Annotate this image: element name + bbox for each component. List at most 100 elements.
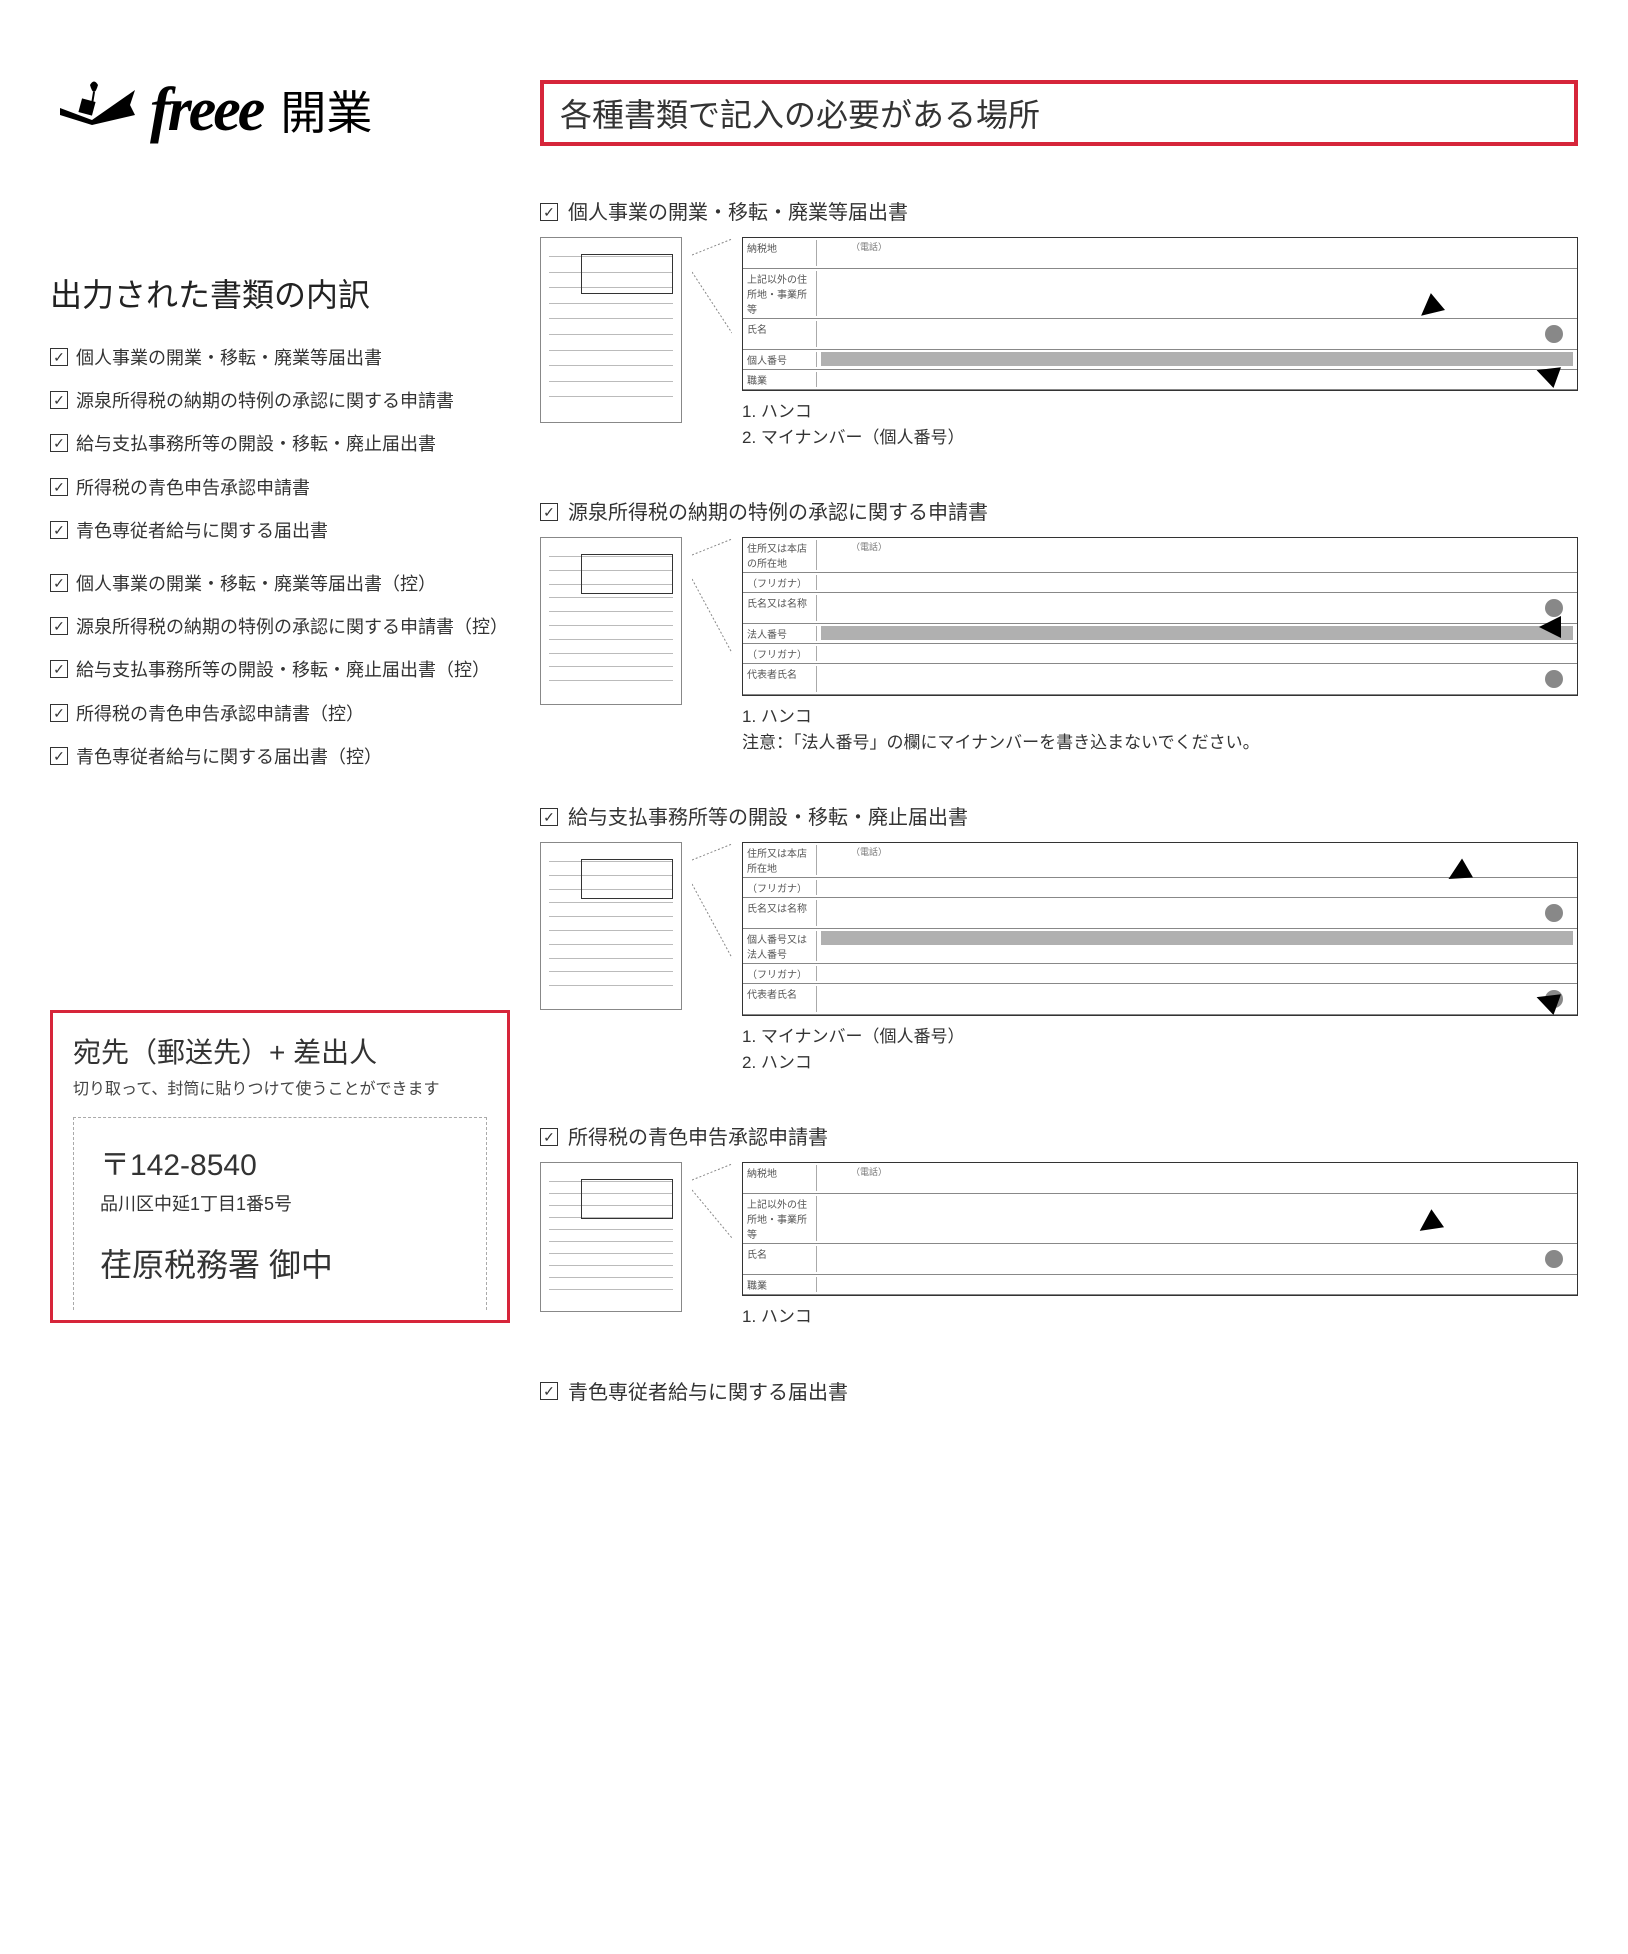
form-section: 源泉所得税の納期の特例の承認に関する申請書住所又は本店の所在地（電話）（フリガナ… [540, 496, 1578, 755]
address-line: 品川区中延1丁目1番5号 [100, 1190, 460, 1216]
document-item: 青色専従者給与に関する届出書 [50, 519, 510, 544]
form-thumbnail [540, 1162, 682, 1312]
document-copy-item: 青色専従者給与に関する届出書（控） [50, 745, 510, 770]
notes: 1. マイナンバー（個人番号）2. ハンコ [742, 1024, 1578, 1075]
note-line: 注意：「法人番号」の欄にマイナンバーを書き込まないでください。 [742, 730, 1578, 756]
checkbox-icon [50, 434, 68, 452]
document-label: 青色専従者給与に関する届出書（控） [76, 745, 382, 770]
note-line: 1. ハンコ [742, 1304, 1578, 1330]
connector-lines [692, 1162, 732, 1242]
checkbox-icon [50, 747, 68, 765]
detail-column: 納税地（電話）上記以外の住所地・事業所等氏名職業 1. ハンコ [742, 1162, 1578, 1330]
checkbox-icon [540, 503, 558, 521]
note-line: 1. ハンコ [742, 399, 1578, 425]
form-illustration: 納税地（電話）上記以外の住所地・事業所等氏名個人番号職業1. ハンコ2. マイナ… [540, 237, 1578, 450]
detail-row: 代表者氏名 [743, 664, 1577, 695]
detail-row: 氏名又は名称 [743, 898, 1577, 929]
form-section: 給与支払事務所等の開設・移転・廃止届出書住所又は本店所在地（電話）（フリガナ）氏… [540, 801, 1578, 1075]
connector-lines [692, 842, 732, 962]
checkbox-icon [50, 660, 68, 678]
checkbox-icon [540, 203, 558, 221]
document-list: 個人事業の開業・移転・廃業等届出書源泉所得税の納期の特例の承認に関する申請書給与… [50, 346, 510, 544]
address-block: 宛先（郵送先）+ 差出人 切り取って、封筒に貼りつけて使うことができます 〒14… [50, 1010, 510, 1323]
detail-row: 住所又は本店の所在地（電話） [743, 538, 1577, 573]
note-line: 2. ハンコ [742, 1050, 1578, 1076]
form-section: 個人事業の開業・移転・廃業等届出書納税地（電話）上記以外の住所地・事業所等氏名個… [540, 196, 1578, 450]
form-title: 給与支払事務所等の開設・移転・廃止届出書 [568, 801, 968, 830]
form-title-row: 給与支払事務所等の開設・移転・廃止届出書 [540, 801, 1578, 830]
form-illustration: 住所又は本店所在地（電話）（フリガナ）氏名又は名称個人番号又は法人番号（フリガナ… [540, 842, 1578, 1075]
document-copy-item: 給与支払事務所等の開設・移転・廃止届出書（控） [50, 658, 510, 683]
detail-row: 代表者氏名 [743, 984, 1577, 1015]
form-detail: 住所又は本店の所在地（電話）（フリガナ）氏名又は名称法人番号（フリガナ）代表者氏… [742, 537, 1578, 696]
form-section: 青色専従者給与に関する届出書 [540, 1376, 1578, 1405]
right-heading-box: 各種書類で記入の必要がある場所 [540, 80, 1578, 146]
document-label: 青色専従者給与に関する届出書 [76, 519, 328, 544]
document-label: 給与支払事務所等の開設・移転・廃止届出書 [76, 432, 436, 457]
checkbox-icon [50, 391, 68, 409]
detail-row: （フリガナ） [743, 644, 1577, 664]
checkbox-icon [540, 808, 558, 826]
detail-row: 氏名又は名称 [743, 593, 1577, 624]
document-copy-item: 個人事業の開業・移転・廃業等届出書（控） [50, 572, 510, 597]
detail-row: 法人番号 [743, 624, 1577, 644]
form-title: 個人事業の開業・移転・廃業等届出書 [568, 196, 908, 225]
checkbox-icon [540, 1382, 558, 1400]
document-label: 個人事業の開業・移転・廃業等届出書（控） [76, 572, 436, 597]
checkbox-icon [50, 348, 68, 366]
swallow-icon [50, 70, 140, 150]
checkbox-icon [540, 1128, 558, 1146]
document-item: 個人事業の開業・移転・廃業等届出書 [50, 346, 510, 371]
detail-column: 納税地（電話）上記以外の住所地・事業所等氏名個人番号職業1. ハンコ2. マイナ… [742, 237, 1578, 450]
postal-code: 〒142-8540 [100, 1140, 460, 1184]
checkbox-icon [50, 574, 68, 592]
connector-lines [692, 237, 732, 337]
detail-row: 氏名 [743, 319, 1577, 350]
document-label: 所得税の青色申告承認申請書（控） [76, 702, 364, 727]
address-inner: 〒142-8540 品川区中延1丁目1番5号 荏原税務署 御中 [73, 1117, 487, 1310]
form-title: 所得税の青色申告承認申請書 [568, 1121, 828, 1150]
right-heading: 各種書類で記入の必要がある場所 [560, 90, 1558, 136]
logo: freee 開業 [50, 70, 510, 150]
detail-column: 住所又は本店の所在地（電話）（フリガナ）氏名又は名称法人番号（フリガナ）代表者氏… [742, 537, 1578, 755]
detail-row: 職業 [743, 1275, 1577, 1295]
document-item: 給与支払事務所等の開設・移転・廃止届出書 [50, 432, 510, 457]
detail-row: （フリガナ） [743, 573, 1577, 593]
checkbox-icon [50, 617, 68, 635]
detail-column: 住所又は本店所在地（電話）（フリガナ）氏名又は名称個人番号又は法人番号（フリガナ… [742, 842, 1578, 1075]
connector-lines [692, 537, 732, 657]
document-item: 所得税の青色申告承認申請書 [50, 476, 510, 501]
form-thumbnail [540, 842, 682, 1010]
form-title-row: 青色専従者給与に関する届出書 [540, 1376, 1578, 1405]
note-line: 1. ハンコ [742, 704, 1578, 730]
detail-row: 個人番号 [743, 350, 1577, 370]
form-thumbnail [540, 537, 682, 705]
document-label: 給与支払事務所等の開設・移転・廃止届出書（控） [76, 658, 490, 683]
document-copy-item: 源泉所得税の納期の特例の承認に関する申請書（控） [50, 615, 510, 640]
form-illustration: 住所又は本店の所在地（電話）（フリガナ）氏名又は名称法人番号（フリガナ）代表者氏… [540, 537, 1578, 755]
detail-row: 個人番号又は法人番号 [743, 929, 1577, 964]
note-line: 1. マイナンバー（個人番号） [742, 1024, 1578, 1050]
form-title-row: 個人事業の開業・移転・廃業等届出書 [540, 196, 1578, 225]
form-detail: 住所又は本店所在地（電話）（フリガナ）氏名又は名称個人番号又は法人番号（フリガナ… [742, 842, 1578, 1016]
document-copy-list: 個人事業の開業・移転・廃業等届出書（控） 源泉所得税の納期の特例の承認に関する申請… [50, 572, 510, 770]
document-label: 源泉所得税の納期の特例の承認に関する申請書 [76, 389, 454, 414]
form-illustration: 納税地（電話）上記以外の住所地・事業所等氏名職業 1. ハンコ [540, 1162, 1578, 1330]
document-label: 源泉所得税の納期の特例の承認に関する申請書（控） [76, 615, 508, 640]
form-title: 青色専従者給与に関する届出書 [568, 1376, 848, 1405]
address-title: 宛先（郵送先）+ 差出人 [73, 1031, 487, 1071]
checkbox-icon [50, 478, 68, 496]
logo-suffix: 開業 [280, 77, 372, 143]
detail-row: 氏名 [743, 1244, 1577, 1275]
detail-row: 納税地（電話） [743, 238, 1577, 269]
logo-wordmark: freee [150, 75, 262, 146]
form-title: 源泉所得税の納期の特例の承認に関する申請書 [568, 496, 988, 525]
document-copy-item: 所得税の青色申告承認申請書（控） [50, 702, 510, 727]
form-title-row: 源泉所得税の納期の特例の承認に関する申請書 [540, 496, 1578, 525]
checkbox-icon [50, 704, 68, 722]
form-detail: 納税地（電話）上記以外の住所地・事業所等氏名職業 [742, 1162, 1578, 1296]
notes: 1. ハンコ2. マイナンバー（個人番号） [742, 399, 1578, 450]
checkbox-icon [50, 521, 68, 539]
form-title-row: 所得税の青色申告承認申請書 [540, 1121, 1578, 1150]
detail-row: （フリガナ） [743, 964, 1577, 984]
